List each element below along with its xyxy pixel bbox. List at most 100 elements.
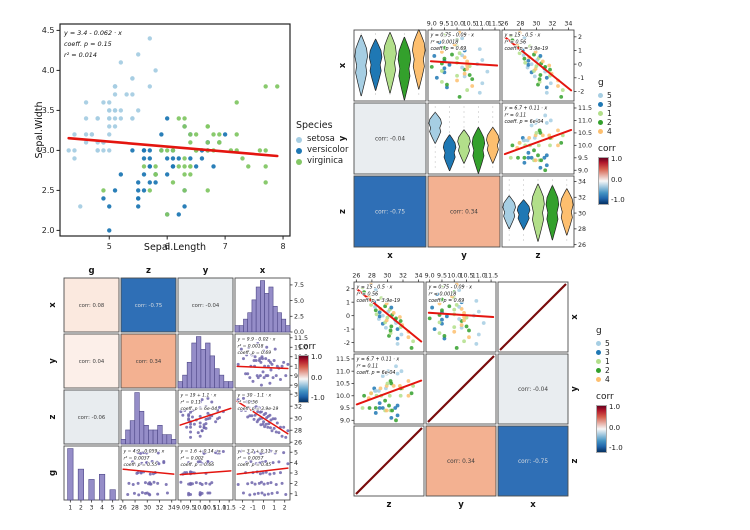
svg-text:y = 0.75 - 0.09 · x: y = 0.75 - 0.09 · x [430,33,475,39]
svg-text:11.5: 11.5 [294,335,308,342]
pairs-top-right-cell-z-z [501,175,575,248]
svg-text:6: 6 [165,242,170,251]
pairs-bottom-left-cell-y-z: corr: 0.34 [120,333,177,389]
svg-text:11.5: 11.5 [222,505,236,512]
pairs-bottom-right-cell-y-x: corr: -0.04 [497,353,569,425]
pairs-top-right-cell-z-x: corr: -0.75 [353,175,427,248]
svg-text:10.0: 10.0 [336,393,350,400]
corr-legend-title: corr [596,392,614,402]
svg-text:3.5: 3.5 [42,106,55,115]
svg-text:corr: -0.04: corr: -0.04 [192,303,220,309]
pairs-top-right-violin-g3 [368,38,383,91]
svg-text:corr: 0.08: corr: 0.08 [79,303,105,309]
svg-text:corr: 0.04: corr: 0.04 [79,359,105,365]
pairs-top-right-violin-g2 [471,127,486,174]
svg-text:corr: 0.34: corr: 0.34 [450,210,478,216]
svg-text:z: z [536,251,541,261]
svg-text:z: z [146,266,151,276]
svg-text:y = 6.7 + 0.11 · x: y = 6.7 + 0.11 · x [356,357,400,363]
svg-text:corr: -0.04: corr: -0.04 [518,387,548,393]
svg-text:7: 7 [223,242,228,251]
svg-text:corr: -0.75: corr: -0.75 [135,303,163,309]
corr-legend-title: corr [598,144,616,154]
svg-text:r² = 0.0018: r² = 0.0018 [429,291,457,297]
pairs-top-right-cell-y-y [427,102,501,175]
legend-swatch-icon [596,341,601,346]
svg-text:10.5: 10.5 [203,505,217,512]
svg-text:9.0: 9.0 [340,418,350,425]
svg-text:coeff. p = 6e-04: coeff. p = 6e-04 [181,406,218,412]
svg-text:9.0: 9.0 [578,167,588,174]
svg-text:4.5: 4.5 [42,26,55,35]
pairs-matrix-bottom-right-panel: y = 15 - 0.5 · x r² = 0.56 coeff. p = 3.9e… [336,258,696,528]
svg-text:10.5: 10.5 [460,273,474,280]
svg-text:5.0: 5.0 [294,298,304,305]
svg-text:28: 28 [578,226,586,233]
svg-text:coeff. p = 0.15: coeff. p = 0.15 [64,40,112,48]
svg-text:r² = 0.56: r² = 0.56 [238,399,258,405]
svg-text:coeff. p = 6e-04: coeff. p = 6e-04 [357,370,396,376]
legend-item-g-4: 4 [598,127,612,136]
svg-text:28: 28 [294,427,302,434]
legend-swatch-icon [598,93,603,98]
corr-gradient-bar [298,355,309,403]
svg-text:26: 26 [578,242,586,249]
iris-scatter-panel: 5 6 7 8 2.0 2.5 3.0 3.5 4.0 4.5 y = 3.4 - 0.062 · … [30,10,350,262]
svg-text:2: 2 [346,286,350,293]
svg-text:32: 32 [548,21,556,28]
svg-text:7.5: 7.5 [294,282,304,289]
svg-text:3.0: 3.0 [42,146,55,155]
pairs-top-right-cell-z-y: corr: 0.34 [427,175,501,248]
g-legend-title: g [598,78,604,88]
svg-text:coeff. p = 0.69: coeff. p = 0.69 [238,350,272,356]
svg-text:30: 30 [578,210,586,217]
svg-text:34: 34 [168,505,176,512]
svg-text:-1: -1 [578,75,584,82]
svg-text:y = 19 + 1.1 · x: y = 19 + 1.1 · x [180,393,217,399]
svg-text:r² = 0.56: r² = 0.56 [505,39,527,45]
svg-text:11.5: 11.5 [578,105,592,112]
svg-text:9.5: 9.5 [578,155,588,162]
svg-text:10.0: 10.0 [447,273,461,280]
svg-text:y = 15 - 0.5 · x: y = 15 - 0.5 · x [356,285,393,291]
svg-text:26: 26 [119,505,127,512]
svg-text:30: 30 [532,21,540,28]
svg-text:r² = 0.11: r² = 0.11 [181,399,201,405]
legend-item-g-3: 3 [598,100,612,109]
legend-swatch-icon [296,147,302,154]
svg-text:2.0: 2.0 [42,226,55,235]
svg-text:1: 1 [68,505,72,512]
svg-text:corr: -0.75: corr: -0.75 [518,459,548,465]
pairs-bottom-left-cell-x-g: corr: 0.08 [63,277,120,333]
legend-item-versicolor: versicolor [296,145,348,156]
svg-text:4.0: 4.0 [42,66,55,75]
svg-text:corr: -0.06: corr: -0.06 [78,415,106,421]
legend-item-g-2: 2 [596,366,610,375]
svg-text:y: y [570,386,580,392]
svg-text:-1: -1 [344,326,350,333]
legend-swatch-icon [296,158,302,165]
svg-text:0: 0 [578,61,582,68]
pairs-bottom-left-cell-x-z: corr: -0.75 [120,277,177,333]
svg-text:11.5: 11.5 [484,273,498,280]
pairs-top-right-cell-x-x [353,29,427,102]
legend-swatch-icon [596,377,601,382]
pairs-top-right-violin-g3 [442,134,457,172]
pairs-bottom-right-cell-z-z [353,425,425,497]
legend-item-g-3: 3 [596,348,610,357]
svg-text:y = 0.75 - 0.09 · x: y = 0.75 - 0.09 · x [428,285,473,291]
pairs-bottom-left-cell-g-g [63,445,120,501]
pairs-matrix-bottom-left-panel: corr: 0.08 corr: -0.75 corr: -0.04 corr: 0.… [36,262,356,528]
svg-text:10.0: 10.0 [450,21,464,28]
svg-text:1: 1 [578,48,582,55]
svg-text:32: 32 [156,505,164,512]
svg-text:9.0: 9.0 [425,273,435,280]
svg-text:11.5: 11.5 [336,356,350,363]
